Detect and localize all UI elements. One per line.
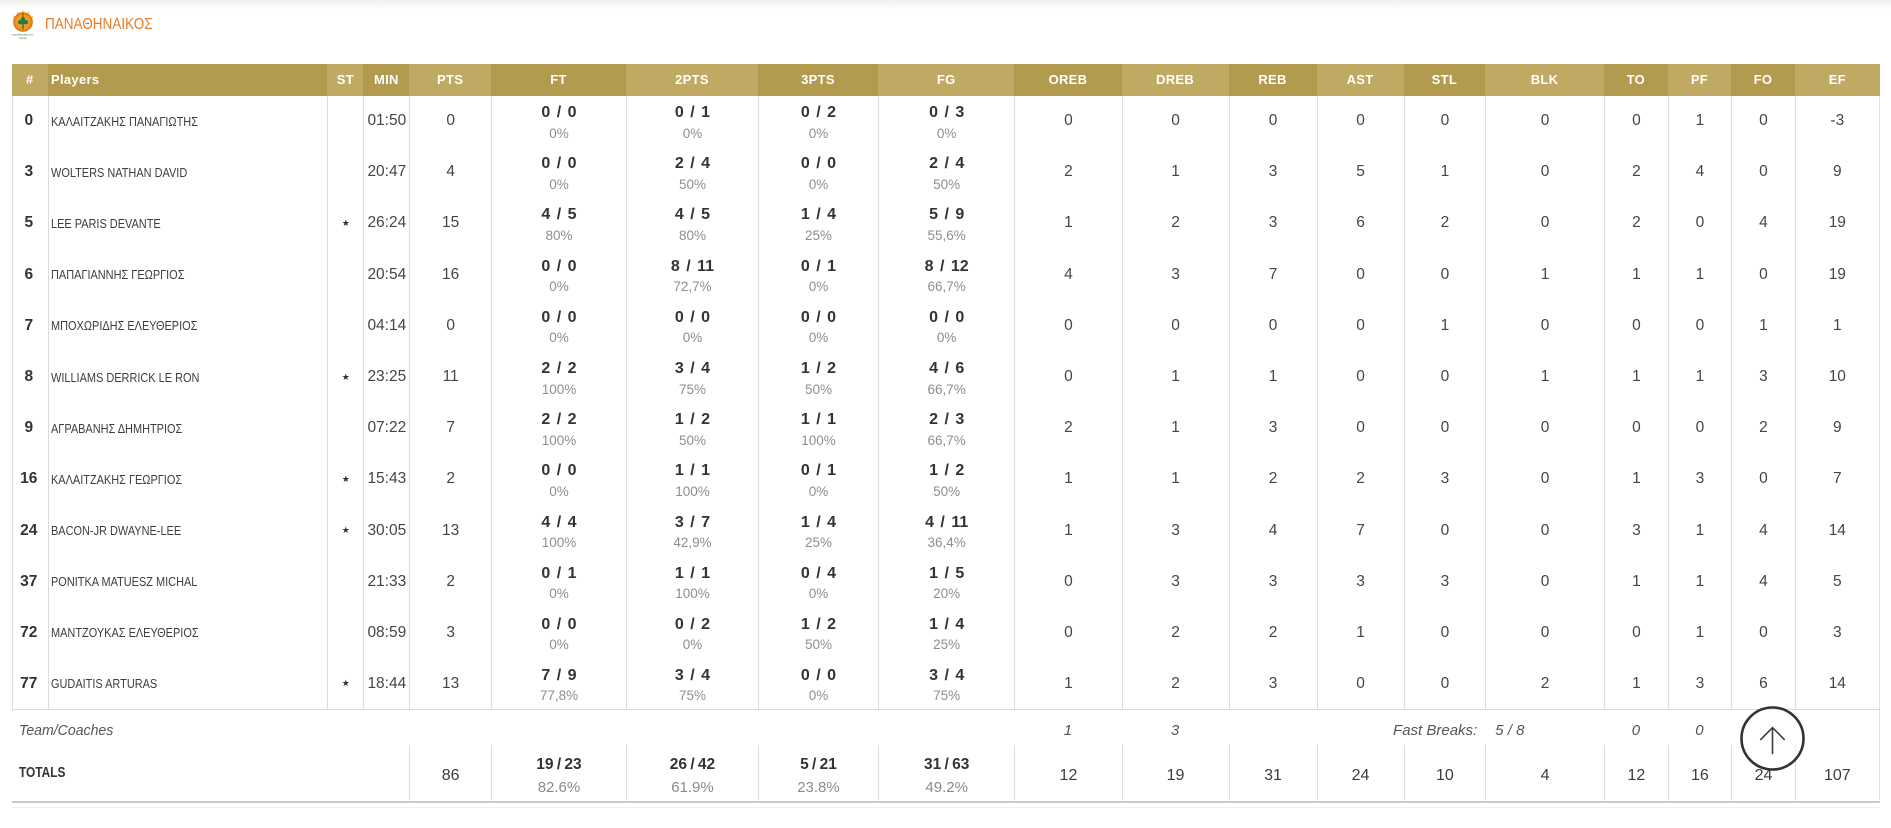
- svg-text:panathinaikos bc: panathinaikos bc: [13, 33, 35, 37]
- svg-text:opap: opap: [19, 36, 28, 40]
